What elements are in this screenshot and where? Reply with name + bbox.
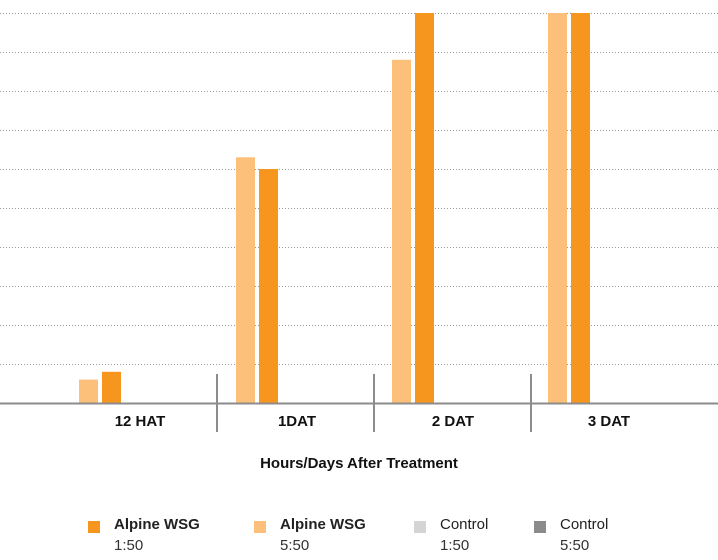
x-tick-label: 2 DAT (432, 413, 474, 430)
gridlines (0, 13, 718, 365)
bar (548, 13, 567, 403)
legend-sublabel: 1:50 (440, 537, 470, 554)
bars (79, 13, 590, 404)
legend-swatch (534, 521, 546, 533)
x-axis: 12 HAT 1DAT 2 DAT 3 DAT (0, 374, 718, 432)
legend-swatch (414, 521, 426, 533)
x-tick-label: 12 HAT (115, 413, 166, 430)
x-axis-title: Hours/Days After Treatment (260, 455, 458, 472)
bar-chart: 12 HAT 1DAT 2 DAT 3 DAT (0, 13, 718, 432)
legend-label: Alpine WSG (114, 516, 200, 533)
bar (236, 157, 255, 403)
x-tick-label: 3 DAT (588, 413, 630, 430)
legend-swatch (88, 521, 100, 533)
bar (571, 13, 590, 403)
bar (79, 379, 98, 403)
bar (102, 371, 121, 403)
legend-sublabel: 5:50 (560, 537, 590, 554)
bar (415, 13, 434, 403)
legend-swatch (254, 521, 266, 533)
legend-label: Alpine WSG (280, 516, 366, 533)
legend-sublabel: 1:50 (114, 537, 144, 554)
bar (392, 59, 411, 404)
bar (259, 169, 278, 403)
x-tick-label: 1DAT (278, 413, 316, 430)
legend-label: Control (560, 516, 609, 533)
legend-label: Control (440, 516, 489, 533)
legend-sublabel: 5:50 (280, 537, 310, 554)
